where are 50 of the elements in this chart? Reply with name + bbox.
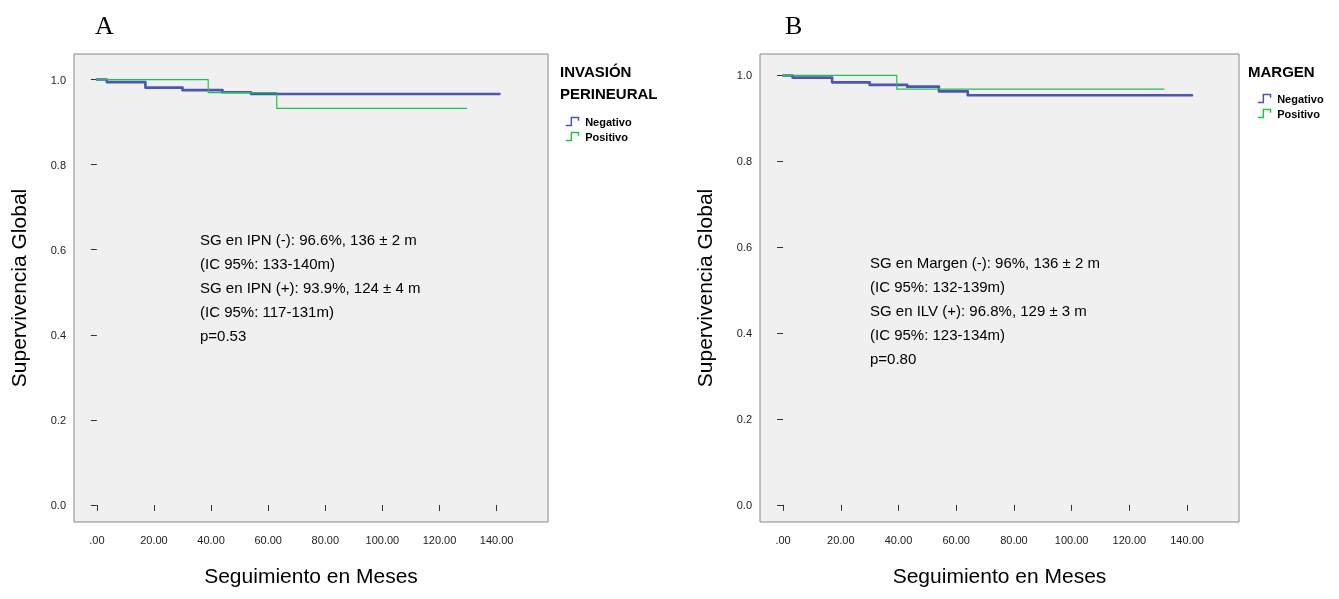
annotation: SG en ILV (+): 96.8%, 129 ± 3 m — [870, 302, 1087, 319]
legend-title: MARGEN — [1248, 62, 1315, 80]
x-tick-label: 100.00 — [365, 533, 400, 546]
annotation: SG en IPN (-): 96.6%, 136 ± 2 m — [200, 231, 417, 248]
x-tick-label: 80.00 — [311, 533, 340, 546]
y-tick-label: 1.0 — [50, 73, 66, 86]
x-tick-label: 60.00 — [254, 533, 282, 546]
x-tick-label: 120.00 — [1112, 533, 1147, 546]
y-tick-label: 0.2 — [736, 412, 752, 425]
annotation: (IC 95%: 132-139m) — [870, 278, 1006, 295]
x-tick-label: 140.00 — [479, 533, 514, 546]
y-tick-label: 0.6 — [50, 243, 66, 256]
x-tick-label: 100.00 — [1054, 533, 1089, 546]
x-axis-title: Seguimiento en Meses — [892, 564, 1107, 587]
annotation: (IC 95%: 133-140m) — [200, 255, 336, 272]
legend-title: INVASIÓN PERINEURAL — [560, 62, 658, 102]
x-tick-label: 40.00 — [197, 533, 225, 546]
y-axis-title: Supervivencia Global — [693, 188, 716, 388]
x-axis-title: Seguimiento en Meses — [204, 564, 418, 587]
x-tick-label: 20.00 — [827, 533, 855, 546]
x-tick-label: 60.00 — [942, 533, 970, 546]
annotation: SG en Margen (-): 96%, 136 ± 2 m — [870, 254, 1100, 271]
y-tick-label: 0.8 — [736, 155, 752, 168]
x-tick-label: 40.00 — [884, 533, 913, 546]
legend-label: Negativo — [585, 115, 632, 128]
y-tick-label: 0.0 — [50, 498, 66, 511]
x-tick-label: .00 — [89, 533, 105, 546]
x-tick-label: 20.00 — [140, 533, 168, 546]
y-tick-label: 0.0 — [736, 498, 752, 511]
x-tick-label: 80.00 — [1000, 533, 1028, 546]
legend-label: Positivo — [585, 130, 629, 143]
x-tick-label: .00 — [775, 533, 791, 546]
x-tick-label: 120.00 — [422, 533, 457, 546]
annotation: p=0.53 — [200, 327, 247, 344]
annotation: (IC 95%: 123-134m) — [870, 326, 1006, 343]
chart-title: A — [95, 10, 114, 40]
y-tick-label: 0.4 — [50, 328, 66, 341]
y-tick-label: 0.8 — [50, 158, 66, 171]
annotation: p=0.80 — [870, 350, 917, 367]
legend-label: Positivo — [1277, 107, 1321, 120]
x-tick-label: 140.00 — [1170, 533, 1204, 546]
y-tick-label: 0.4 — [736, 327, 752, 340]
legend-label: Negativo — [1277, 92, 1324, 105]
y-axis-title: Supervivencia Global — [7, 188, 30, 388]
y-tick-label: 1.0 — [736, 69, 752, 82]
annotation: (IC 95%: 117-131m) — [200, 303, 334, 320]
y-tick-label: 0.2 — [50, 413, 66, 426]
chart-title: B — [785, 10, 803, 40]
y-tick-label: 0.6 — [736, 241, 752, 254]
annotation: SG en IPN (+): 93.9%, 124 ± 4 m — [200, 279, 421, 296]
